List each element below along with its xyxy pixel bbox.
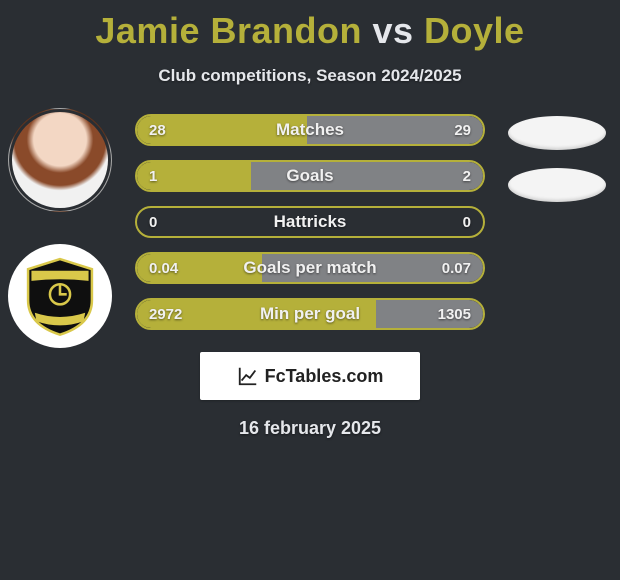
stat-value-left: 0.04 xyxy=(149,254,178,282)
player1-name: Jamie Brandon xyxy=(95,10,362,51)
stat-value-left: 1 xyxy=(149,162,157,190)
stat-value-left: 0 xyxy=(149,208,157,236)
stat-row: 2829Matches xyxy=(135,114,485,146)
stat-fill-right xyxy=(251,162,483,190)
player1-avatar xyxy=(8,108,112,212)
stat-value-left: 2972 xyxy=(149,300,182,328)
stat-row: 12Goals xyxy=(135,160,485,192)
stats-bars: 2829Matches12Goals00Hattricks0.040.07Goa… xyxy=(135,114,485,330)
right-column xyxy=(508,116,606,202)
stat-value-right: 2 xyxy=(463,162,471,190)
snapshot-date: 16 february 2025 xyxy=(0,418,620,439)
stat-value-right: 0 xyxy=(463,208,471,236)
stat-row: 0.040.07Goals per match xyxy=(135,252,485,284)
player2-avatar-placeholder xyxy=(508,116,606,150)
stat-label: Hattricks xyxy=(137,208,483,236)
vs-word: vs xyxy=(372,10,413,51)
shield-icon xyxy=(18,254,102,338)
content-area: 2829Matches12Goals00Hattricks0.040.07Goa… xyxy=(0,114,620,330)
chart-icon xyxy=(237,365,259,387)
stat-row: 0 0Hattricks xyxy=(135,206,485,238)
stat-value-right: 29 xyxy=(454,116,471,144)
comparison-title: Jamie Brandon vs Doyle xyxy=(0,0,620,52)
left-column xyxy=(8,108,112,348)
source-badge: FcTables.com xyxy=(200,352,420,400)
player2-name: Doyle xyxy=(424,10,525,51)
stat-value-right: 0.07 xyxy=(442,254,471,282)
player2-club-placeholder xyxy=(508,168,606,202)
stat-value-left: 28 xyxy=(149,116,166,144)
player1-club-badge xyxy=(8,244,112,348)
source-brand: FcTables.com xyxy=(265,366,384,387)
stat-row: 29721305Min per goal xyxy=(135,298,485,330)
subtitle: Club competitions, Season 2024/2025 xyxy=(0,66,620,86)
stat-value-right: 1305 xyxy=(438,300,471,328)
